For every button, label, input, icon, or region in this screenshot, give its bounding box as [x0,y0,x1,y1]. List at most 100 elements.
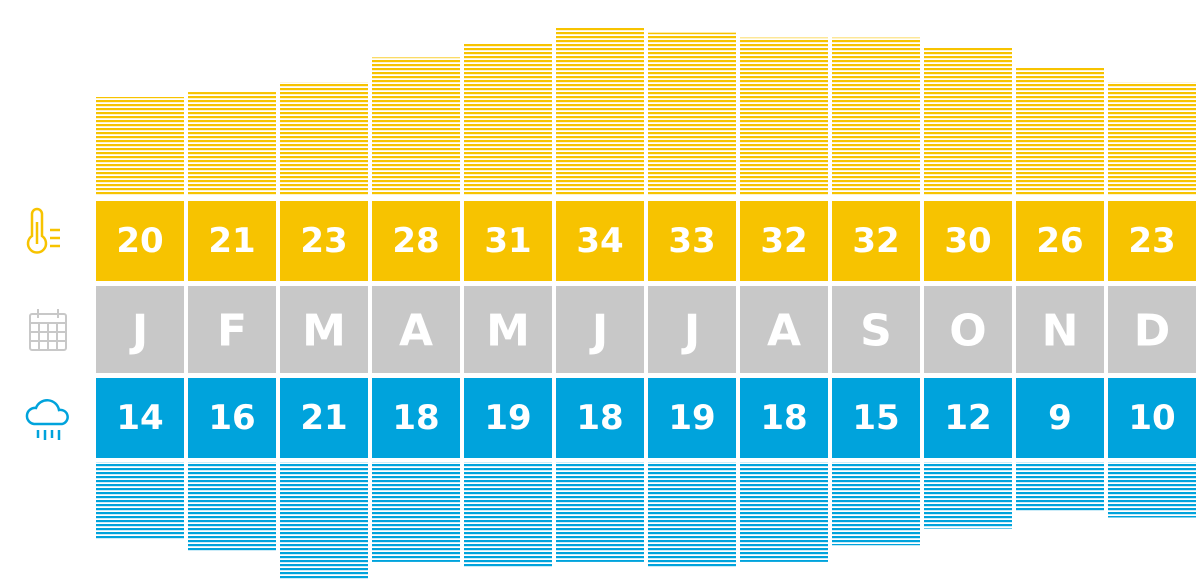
bar [280,462,368,579]
value-label: 18 [392,398,439,438]
month-label: F [217,306,247,357]
bar [556,462,644,562]
bar [280,82,368,196]
value-label: 19 [484,398,531,438]
bar [96,462,184,540]
value-cell [648,201,736,281]
bar [96,97,184,196]
bar [1016,462,1104,512]
month-label: M [486,306,530,357]
value-cell [1108,378,1196,458]
value-label: 18 [760,398,807,438]
value-label: 26 [1036,221,1083,261]
month-label: J [129,306,148,357]
value-cell [556,378,644,458]
bar [648,462,736,568]
month-cell [372,286,460,373]
month-cell [280,286,368,373]
value-cell [924,378,1012,458]
month-cell [556,286,644,373]
month-cell [1108,286,1196,373]
value-label: 19 [668,398,715,438]
bar [188,462,276,551]
month-label: J [681,306,700,357]
bar [464,462,552,568]
thermometer-icon [26,207,60,254]
value-cell [924,201,1012,281]
month-cell [464,286,552,373]
value-cell [832,378,920,458]
value-label: 34 [576,221,623,261]
value-cell [280,378,368,458]
value-label: 23 [1128,221,1175,261]
value-cell [96,201,184,281]
month-label: O [949,306,986,357]
month-label: A [767,306,801,357]
value-cell [1108,201,1196,281]
value-cell [1016,201,1104,281]
value-label: 20 [116,221,163,261]
value-cell [280,201,368,281]
month-cell [1016,286,1104,373]
value-label: 16 [208,398,255,438]
calendar-icon [29,309,67,351]
bar [188,92,276,196]
value-label: 21 [300,398,347,438]
value-cell [372,378,460,458]
value-label: 31 [484,221,531,261]
month-cell [740,286,828,373]
month-cell [924,286,1012,373]
bar [556,27,644,197]
value-cell [648,378,736,458]
value-cell [464,201,552,281]
value-label: 32 [760,221,807,261]
bar [832,462,920,546]
month-label: S [860,306,892,357]
month-label: D [1134,306,1171,357]
month-label: N [1042,306,1079,357]
month-label: A [399,306,433,357]
month-cell [832,286,920,373]
bar [740,37,828,196]
value-cell [832,201,920,281]
value-label: 23 [300,221,347,261]
value-label: 30 [944,221,991,261]
value-label: 21 [208,221,255,261]
bar [1016,67,1104,196]
value-cell [740,201,828,281]
bar [372,462,460,562]
value-cell [96,378,184,458]
value-label: 10 [1128,398,1175,438]
value-label: 12 [944,398,991,438]
value-cell [188,378,276,458]
bar [740,462,828,562]
month-label: M [302,306,346,357]
bar [464,42,552,196]
value-label: 15 [852,398,899,438]
bar [372,57,460,197]
month-label: J [589,306,608,357]
value-label: 28 [392,221,439,261]
month-cell [96,286,184,373]
value-cell [740,378,828,458]
month-cell [648,286,736,373]
bar [648,32,736,197]
value-cell [372,201,460,281]
value-label: 14 [116,398,163,438]
month-cell [188,286,276,373]
value-label: 33 [668,221,715,261]
bar [832,37,920,196]
bar [924,47,1012,196]
value-cell [556,201,644,281]
value-cell [464,378,552,458]
value-cell [1016,378,1104,458]
value-label: 18 [576,398,623,438]
value-label: 9 [1048,398,1072,438]
value-cell [188,201,276,281]
bar [1108,462,1196,518]
bar [924,462,1012,529]
bar [1108,82,1196,196]
value-label: 32 [852,221,899,261]
